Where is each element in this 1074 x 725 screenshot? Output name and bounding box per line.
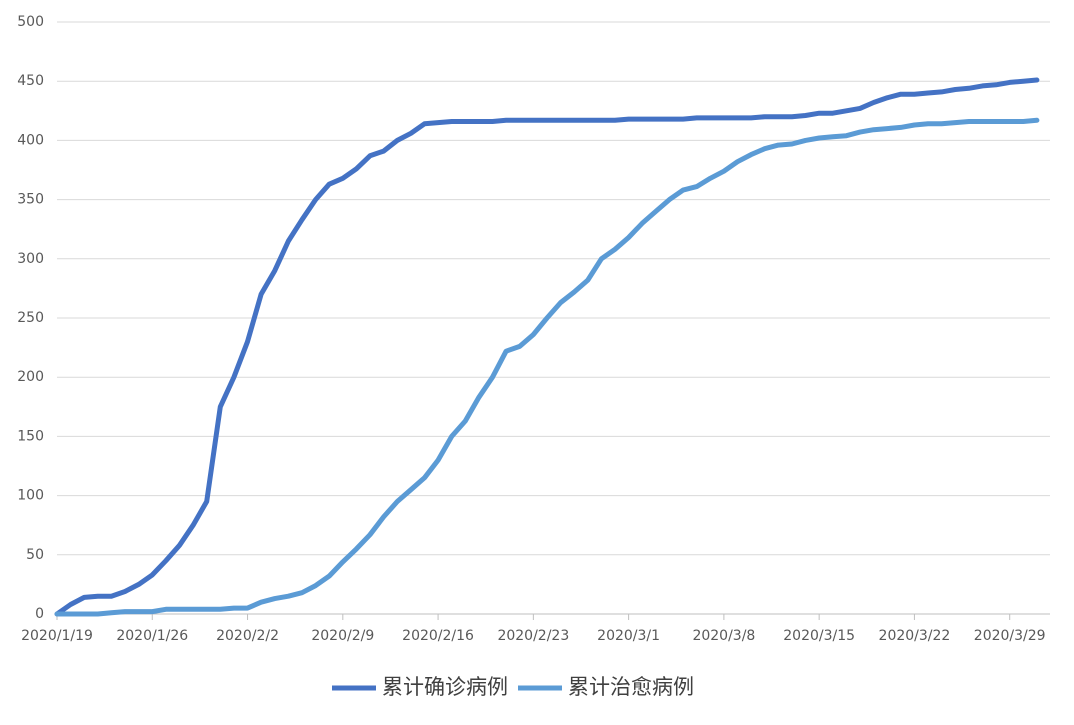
y-tick-label: 50 [26, 547, 44, 563]
y-tick-label: 150 [17, 428, 44, 444]
x-tick-label: 2020/3/29 [974, 628, 1046, 644]
x-tick-label: 2020/3/8 [692, 628, 755, 644]
x-tick-label: 2020/2/9 [311, 628, 374, 644]
x-tick-label: 2020/2/2 [216, 628, 279, 644]
y-tick-label: 300 [17, 251, 44, 267]
y-tick-label: 0 [35, 606, 44, 622]
y-tick-label: 500 [17, 14, 44, 30]
y-tick-label: 200 [17, 369, 44, 385]
y-tick-label: 250 [17, 310, 44, 326]
y-tick-label: 350 [17, 192, 44, 208]
y-tick-label: 400 [17, 132, 44, 148]
legend-text: 累计治愈病例 [568, 675, 694, 699]
legend-text: 累计确诊病例 [382, 675, 508, 699]
y-tick-label: 450 [17, 73, 44, 89]
data-line [54, 117, 1040, 617]
x-tick-label: 2020/2/23 [497, 628, 569, 644]
x-tick-label: 2020/3/1 [597, 628, 660, 644]
x-tick-label: 2020/3/22 [879, 628, 951, 644]
x-tick-label: 2020/2/16 [402, 628, 474, 644]
x-tick-label: 2020/3/15 [783, 628, 855, 644]
x-tick-label: 2020/1/26 [116, 628, 188, 644]
y-tick-label: 100 [17, 488, 44, 504]
x-tick-label: 2020/1/19 [21, 628, 93, 644]
data-line [54, 77, 1040, 617]
